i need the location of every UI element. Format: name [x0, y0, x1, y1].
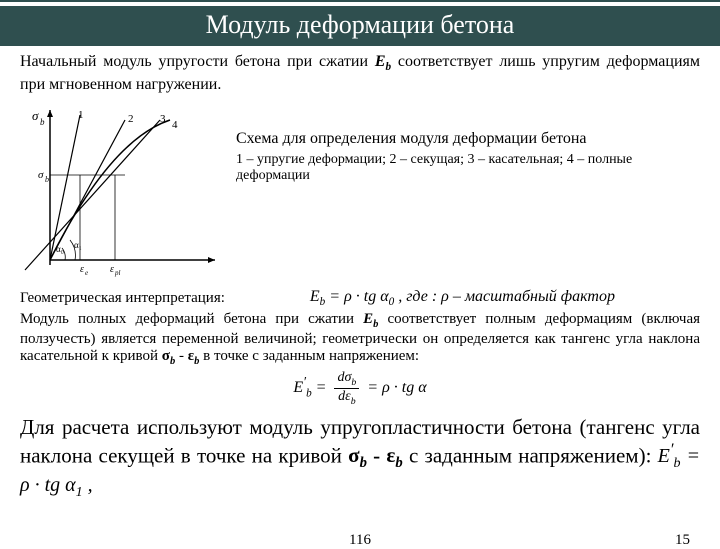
- figure-legend: 1 – упругие деформации; 2 – секущая; 3 –…: [236, 152, 700, 184]
- svg-text:σ: σ: [38, 169, 44, 181]
- page-number-right: 15: [675, 532, 690, 549]
- svg-text:α₁: α₁: [74, 240, 82, 250]
- intro-paragraph: Начальный модуль упругости бетона при сж…: [20, 52, 700, 94]
- svg-text:σ: σ: [32, 108, 39, 123]
- svg-text:pl: pl: [114, 269, 121, 277]
- svg-text:α₀: α₀: [56, 244, 64, 254]
- geom-line2-pre: Модуль полных деформаций бетона при сжат…: [20, 311, 363, 327]
- figure-row: σ b 1 2 3 4 α₀ α₁ σ b ε e: [20, 100, 700, 280]
- svg-text:ε: ε: [110, 264, 114, 275]
- slide-title: Модуль деформации бетона: [0, 6, 720, 46]
- intro-pre: Начальный модуль упругости бетона при сж…: [20, 53, 375, 70]
- slide-content: Начальный модуль упругости бетона при сж…: [0, 46, 720, 501]
- geom-label: Геометрическая интерпретация:: [20, 290, 225, 307]
- svg-text:1: 1: [78, 109, 84, 121]
- big-post: с заданным напряжением):: [403, 443, 658, 467]
- geometric-interpretation: Геометрическая интерпретация: Eb = ρ · t…: [20, 288, 700, 408]
- svg-text:3: 3: [160, 113, 166, 125]
- svg-text:ε: ε: [80, 264, 84, 275]
- figure-caption: Схема для определения модуля деформации …: [236, 130, 700, 148]
- svg-text:b: b: [45, 175, 49, 184]
- svg-text:b: b: [40, 117, 45, 127]
- svg-text:2: 2: [128, 113, 134, 125]
- svg-text:4: 4: [172, 119, 178, 131]
- intro-symbol: E: [375, 53, 386, 70]
- formula-eb: Eb = ρ · tg α0 , где : ρ – масштабный фа…: [225, 288, 700, 309]
- page-number-center: 116: [349, 532, 371, 549]
- figure-caption-block: Схема для определения модуля деформации …: [236, 100, 700, 185]
- diagram-figure: σ b 1 2 3 4 α₀ α₁ σ b ε e: [20, 100, 220, 280]
- title-text: Модуль деформации бетона: [206, 10, 515, 39]
- svg-text:e: e: [85, 269, 88, 277]
- main-paragraph: Для расчета используют модуль упругоплас…: [20, 415, 700, 501]
- formula-eb-prime: E′b = dσb dεb = ρ · tg α: [20, 370, 700, 407]
- geom-tail: в точке с заданным напряжением:: [199, 348, 419, 364]
